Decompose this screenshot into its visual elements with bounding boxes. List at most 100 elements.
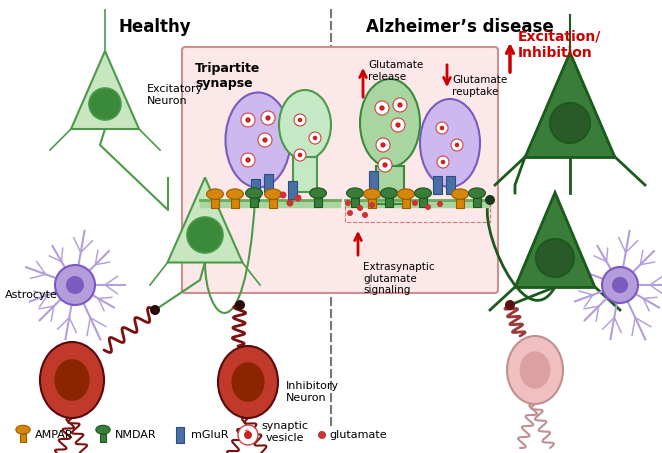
Bar [314, 198, 322, 207]
FancyBboxPatch shape [182, 47, 498, 293]
Text: +: + [243, 428, 249, 434]
Circle shape [397, 102, 402, 108]
Circle shape [312, 136, 317, 140]
Text: AMPAR: AMPAR [35, 430, 73, 440]
Text: Inhibitory
Neuron: Inhibitory Neuron [286, 381, 339, 403]
Ellipse shape [451, 189, 469, 199]
Text: Healthy: Healthy [118, 18, 191, 36]
Circle shape [187, 217, 223, 253]
Bar [432, 176, 442, 194]
Circle shape [89, 88, 121, 120]
Bar [231, 199, 238, 208]
Text: Glutamate
reuptake: Glutamate reuptake [452, 75, 507, 96]
Circle shape [441, 160, 446, 164]
Ellipse shape [346, 188, 363, 198]
Text: Excitation/
Inhibition: Excitation/ Inhibition [518, 30, 601, 60]
Ellipse shape [360, 79, 420, 167]
Circle shape [379, 106, 385, 111]
Circle shape [437, 156, 449, 168]
Circle shape [298, 153, 303, 157]
Text: synaptic
vesicle: synaptic vesicle [261, 421, 308, 443]
Ellipse shape [96, 425, 110, 434]
Circle shape [246, 157, 251, 163]
Text: Glutamate
release: Glutamate release [368, 60, 423, 82]
Circle shape [238, 425, 258, 445]
Circle shape [381, 142, 386, 148]
Ellipse shape [381, 188, 397, 198]
Polygon shape [167, 178, 242, 262]
Ellipse shape [232, 362, 265, 402]
Text: glutamate: glutamate [329, 430, 387, 440]
Circle shape [347, 210, 353, 216]
Circle shape [246, 117, 251, 123]
Text: Astrocyte: Astrocyte [5, 290, 58, 300]
Bar [293, 157, 317, 192]
Circle shape [258, 133, 272, 147]
Bar [352, 198, 359, 207]
Ellipse shape [207, 189, 224, 199]
Bar [263, 174, 273, 192]
Circle shape [55, 265, 95, 305]
Polygon shape [515, 193, 595, 288]
Circle shape [287, 199, 293, 207]
Circle shape [241, 113, 255, 127]
Circle shape [262, 137, 267, 143]
Circle shape [378, 158, 392, 172]
Ellipse shape [507, 336, 563, 404]
Circle shape [235, 300, 245, 310]
Ellipse shape [363, 189, 381, 199]
Circle shape [505, 300, 515, 310]
Circle shape [369, 202, 375, 208]
Text: Excitatory
Neuron: Excitatory Neuron [147, 84, 203, 106]
Circle shape [357, 205, 363, 211]
Ellipse shape [54, 359, 89, 401]
Polygon shape [525, 53, 615, 158]
Circle shape [294, 114, 306, 126]
Circle shape [376, 138, 390, 152]
Bar [250, 198, 258, 207]
Bar [402, 199, 410, 208]
Circle shape [391, 118, 405, 132]
Circle shape [412, 200, 418, 206]
Circle shape [318, 431, 326, 439]
Ellipse shape [16, 425, 30, 434]
Circle shape [66, 276, 84, 294]
Circle shape [395, 122, 401, 128]
Circle shape [265, 116, 271, 120]
Circle shape [150, 305, 160, 315]
Polygon shape [71, 51, 139, 129]
Bar [376, 166, 404, 204]
Circle shape [440, 126, 444, 130]
Circle shape [485, 195, 495, 205]
Ellipse shape [226, 92, 291, 188]
Circle shape [309, 132, 321, 144]
Bar [368, 199, 375, 208]
Ellipse shape [40, 342, 104, 418]
Circle shape [244, 431, 252, 439]
Text: NMDAR: NMDAR [115, 430, 157, 440]
Ellipse shape [246, 188, 262, 198]
Circle shape [455, 143, 459, 147]
Bar [456, 199, 463, 208]
Circle shape [375, 101, 389, 115]
Circle shape [436, 122, 448, 134]
Ellipse shape [414, 188, 432, 198]
Ellipse shape [310, 188, 326, 198]
Circle shape [451, 139, 463, 151]
Text: mGluR: mGluR [191, 430, 228, 440]
Bar [20, 434, 26, 442]
Text: Extrasynaptic
glutamate
signaling: Extrasynaptic glutamate signaling [363, 262, 435, 295]
Circle shape [550, 103, 590, 143]
Circle shape [261, 111, 275, 125]
Circle shape [393, 98, 407, 112]
Circle shape [298, 118, 303, 122]
Circle shape [250, 195, 260, 205]
Circle shape [437, 201, 443, 207]
Bar [211, 199, 218, 208]
Bar [287, 181, 297, 199]
Ellipse shape [226, 189, 244, 199]
Circle shape [294, 149, 306, 161]
Ellipse shape [469, 188, 485, 198]
Bar [250, 179, 260, 197]
Circle shape [602, 267, 638, 303]
